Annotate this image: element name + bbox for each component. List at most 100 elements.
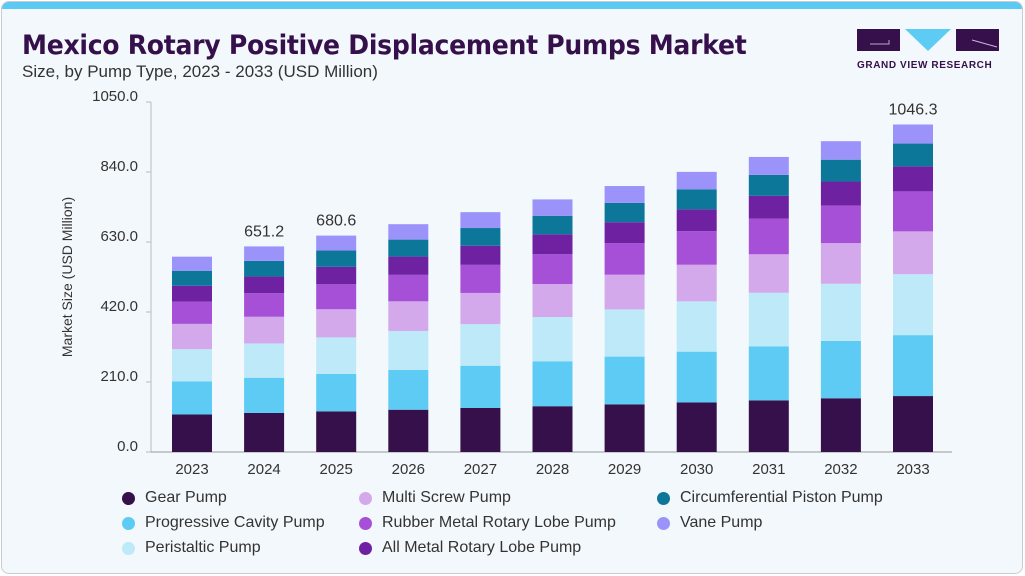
legend-label: Vane Pump — [680, 514, 763, 531]
bar-segment-circumferential-piston-pump — [388, 239, 429, 257]
bar-segment-gear-pump — [244, 412, 285, 452]
bar-segment-vane-pump — [748, 156, 789, 175]
legend-item: Vane Pump — [657, 514, 762, 532]
bar-segment-progressive-cavity-pump — [532, 361, 573, 407]
legend-marker — [657, 516, 670, 530]
bar-segment-rubber-metal-rotary-lobe-pump — [316, 284, 357, 310]
data-label: 680.6 — [316, 213, 356, 230]
bar-segment-rubber-metal-rotary-lobe-pump — [460, 264, 501, 293]
bar-segment-gear-pump — [388, 409, 429, 452]
y-axis-label: Market Size (USD Million) — [59, 197, 75, 357]
bar-segment-progressive-cavity-pump — [244, 377, 285, 413]
bar-segment-rubber-metal-rotary-lobe-pump — [676, 231, 717, 265]
bar-segment-rubber-metal-rotary-lobe-pump — [820, 205, 861, 244]
bar-segment-vane-pump — [676, 171, 717, 190]
bar-segment-circumferential-piston-pump — [748, 174, 789, 196]
bar-segment-peristaltic-pump — [388, 330, 429, 370]
bar-segment-multi-screw-pump — [532, 284, 573, 317]
bar-segment-circumferential-piston-pump — [172, 270, 212, 286]
bar-segment-rubber-metal-rotary-lobe-pump — [244, 293, 285, 317]
data-label: 651.2 — [244, 223, 284, 240]
bar-segment-all-metal-rotary-lobe-pump — [748, 195, 789, 219]
bar-segment-vane-pump — [388, 224, 429, 240]
bar-segment-gear-pump — [172, 414, 212, 452]
legend-label: Circumferential Piston Pump — [680, 489, 883, 506]
grand-view-research-logo — [857, 29, 999, 51]
bar-segment-rubber-metal-rotary-lobe-pump — [172, 301, 212, 324]
legend-label: All Metal Rotary Lobe Pump — [382, 539, 582, 556]
x-tick-label: 2026 — [392, 461, 425, 478]
bar-segment-circumferential-piston-pump — [604, 202, 645, 223]
bar-segment-rubber-metal-rotary-lobe-pump — [893, 191, 933, 232]
bar-segment-vane-pump — [820, 141, 861, 160]
legend-item: Peristaltic Pump — [122, 539, 261, 557]
x-tick-label: 2031 — [752, 461, 785, 478]
bar-segment-progressive-cavity-pump — [748, 346, 789, 401]
bar-segment-progressive-cavity-pump — [820, 340, 861, 399]
bar-segment-progressive-cavity-pump — [172, 381, 212, 415]
x-tick-label: 2033 — [896, 461, 929, 478]
bar-segment-multi-screw-pump — [748, 254, 789, 293]
legend-item: Circumferential Piston Pump — [657, 489, 883, 507]
bar-segment-vane-pump — [172, 256, 212, 271]
bar-segment-all-metal-rotary-lobe-pump — [388, 256, 429, 275]
x-tick-label: 2028 — [536, 461, 569, 478]
x-tick-label: 2027 — [464, 461, 497, 478]
bar-segment-progressive-cavity-pump — [893, 335, 933, 397]
bar-segment-all-metal-rotary-lobe-pump — [532, 234, 573, 255]
legend-item: Rubber Metal Rotary Lobe Pump — [359, 514, 616, 532]
bar-segment-progressive-cavity-pump — [604, 356, 645, 405]
legend-item: All Metal Rotary Lobe Pump — [359, 539, 581, 557]
bar-segment-all-metal-rotary-lobe-pump — [244, 276, 285, 294]
x-tick-label: 2023 — [175, 461, 208, 478]
x-tick-label: 2025 — [320, 461, 353, 478]
legend-marker — [359, 491, 372, 505]
bar-segment-peristaltic-pump — [820, 283, 861, 341]
bar-segment-vane-pump — [316, 235, 357, 251]
bar-segment-circumferential-piston-pump — [460, 228, 501, 246]
bar-segment-peristaltic-pump — [532, 317, 573, 362]
y-tick-label: 840.0 — [100, 158, 138, 175]
bar-segment-gear-pump — [820, 398, 861, 452]
bar-segment-multi-screw-pump — [604, 274, 645, 310]
bar-segment-multi-screw-pump — [676, 264, 717, 302]
bar-segment-peristaltic-pump — [893, 274, 933, 336]
bar-segment-progressive-cavity-pump — [676, 351, 717, 403]
legend-marker — [359, 516, 372, 530]
bar-segment-gear-pump — [532, 406, 573, 452]
legend-label: Peristaltic Pump — [145, 539, 261, 556]
y-tick-label: 210.0 — [100, 368, 138, 385]
bar-segment-gear-pump — [676, 402, 717, 452]
bar-segment-all-metal-rotary-lobe-pump — [316, 266, 357, 285]
bar-segment-all-metal-rotary-lobe-pump — [820, 181, 861, 206]
bar-segment-peristaltic-pump — [604, 309, 645, 357]
bar-segment-peristaltic-pump — [244, 343, 285, 378]
bar-segment-all-metal-rotary-lobe-pump — [172, 285, 212, 302]
bar-segment-multi-screw-pump — [316, 309, 357, 338]
y-tick-label: 420.0 — [100, 298, 138, 315]
bar-segment-all-metal-rotary-lobe-pump — [604, 222, 645, 244]
legend-label: Progressive Cavity Pump — [145, 514, 325, 531]
bar-segment-rubber-metal-rotary-lobe-pump — [604, 243, 645, 275]
bar-segment-vane-pump — [460, 212, 501, 229]
bar-segment-circumferential-piston-pump — [676, 189, 717, 210]
bar-segment-multi-screw-pump — [893, 231, 933, 275]
bar-segment-gear-pump — [748, 400, 789, 452]
bar-segment-rubber-metal-rotary-lobe-pump — [748, 218, 789, 255]
bar-segment-rubber-metal-rotary-lobe-pump — [388, 274, 429, 302]
legend-label: Rubber Metal Rotary Lobe Pump — [382, 514, 616, 531]
bar-segment-progressive-cavity-pump — [316, 373, 357, 412]
bar-segment-multi-screw-pump — [172, 323, 212, 350]
logo-text: GRAND VIEW RESEARCH — [857, 60, 993, 71]
legend-item: Gear Pump — [122, 489, 227, 507]
bar-segment-circumferential-piston-pump — [893, 143, 933, 167]
chart-subtitle: Size, by Pump Type, 2023 - 2033 (USD Mil… — [22, 62, 378, 81]
legend-marker — [122, 516, 135, 530]
bar-segment-peristaltic-pump — [172, 349, 212, 382]
legend-marker — [657, 491, 670, 505]
legend-marker — [359, 541, 372, 555]
bar-segment-multi-screw-pump — [244, 316, 285, 344]
x-tick-label: 2030 — [680, 461, 713, 478]
